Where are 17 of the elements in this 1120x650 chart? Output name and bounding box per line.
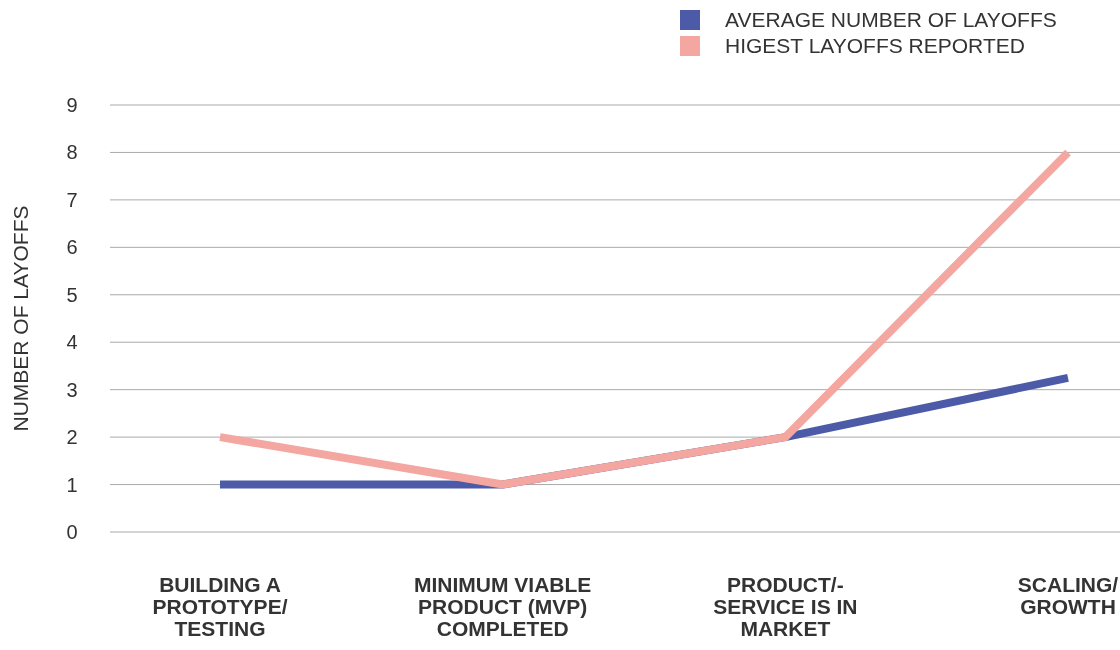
x-tick-label: PRODUCT/- SERVICE IS IN MARKET <box>713 573 858 640</box>
x-tick-label: BUILDING A PROTOTYPE/ TESTING <box>152 573 288 640</box>
legend-label: HIGEST LAYOFFS REPORTED <box>725 34 1025 58</box>
y-tick-label: 8 <box>66 141 78 164</box>
y-tick-label: 9 <box>66 94 78 116</box>
y-tick-label: 7 <box>66 188 78 211</box>
y-tick-label: 5 <box>66 283 78 306</box>
y-axis-title: NUMBER OF LAYOFFS <box>9 205 32 432</box>
x-tick-label: SCALING/ GROWTH <box>1017 573 1119 618</box>
x-tick-label: MINIMUM VIABLE PRODUCT (MVP) COMPLETED <box>414 573 592 640</box>
y-tick-label: 1 <box>66 473 78 496</box>
y-tick-label: 3 <box>66 378 78 401</box>
y-tick-label: 4 <box>66 331 78 354</box>
y-tick-label: 6 <box>66 236 78 259</box>
legend-label: AVERAGE NUMBER OF LAYOFFS <box>725 8 1057 32</box>
y-tick-label: 2 <box>66 426 78 449</box>
y-tick-label: 0 <box>66 521 78 543</box>
